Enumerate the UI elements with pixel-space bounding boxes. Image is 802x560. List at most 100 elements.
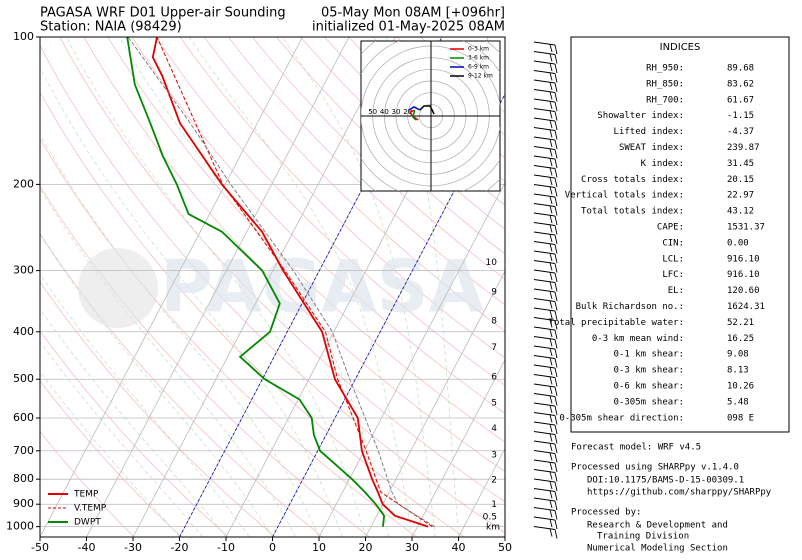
x-tick-label: -10 xyxy=(217,541,235,554)
hodo-legend-label: 3-6 km xyxy=(468,55,489,62)
barb-staff xyxy=(533,203,556,207)
profile-line xyxy=(151,37,429,528)
barb-staff xyxy=(533,260,556,264)
barb-flag xyxy=(549,433,553,442)
barb-staff xyxy=(533,402,556,407)
index-label: 0-305m shear direction: xyxy=(559,413,684,423)
barb-staff xyxy=(533,526,556,530)
index-value: 916.10 xyxy=(727,270,760,280)
legend-label: DWPT xyxy=(74,518,101,528)
barb-staff xyxy=(533,326,556,331)
barb-flag xyxy=(549,63,553,72)
moist-adiabat xyxy=(40,133,320,537)
index-value: 1624.31 xyxy=(727,302,765,312)
index-value: 9.08 xyxy=(727,350,749,360)
footer-line: DOI:10.1175/BAMS-D-15-00309.1 xyxy=(587,476,744,486)
barb-flag xyxy=(549,101,553,110)
dry-adiabat xyxy=(131,37,505,414)
height-label: 5 xyxy=(491,398,497,408)
hodo-ring-label: 40 xyxy=(380,108,389,116)
dry-adiabat xyxy=(155,37,505,386)
barb-flag xyxy=(554,92,558,102)
barb-flag xyxy=(554,54,558,64)
y-tick-label: 800 xyxy=(13,472,34,485)
barb-staff xyxy=(533,459,556,464)
barb-flag xyxy=(549,414,553,423)
index-value: -1.15 xyxy=(727,111,754,121)
barb-staff xyxy=(533,345,556,350)
height-label: 9 xyxy=(491,288,497,298)
footer-line: Training Division xyxy=(597,532,689,542)
barb-staff xyxy=(533,269,556,274)
barb-flag xyxy=(554,291,558,302)
barb-flag xyxy=(554,443,558,454)
barb-flag xyxy=(549,120,553,129)
barb-flag xyxy=(549,490,553,499)
moist-adiabat xyxy=(40,187,297,537)
barb-staff xyxy=(533,146,556,150)
index-value: 43.12 xyxy=(727,207,754,217)
barb-staff xyxy=(533,450,556,454)
barb-staff xyxy=(533,431,556,435)
profile-line xyxy=(156,37,433,528)
dry-adiabat xyxy=(40,281,276,537)
watermark-logo xyxy=(78,248,158,328)
barb-flag xyxy=(549,72,553,81)
index-label: Total totals index: xyxy=(581,207,684,217)
barb-flag xyxy=(554,234,558,245)
height-label: 3 xyxy=(491,450,497,460)
index-label: RH_700: xyxy=(646,95,684,105)
x-tick-label: 20 xyxy=(359,541,373,554)
barb-flag xyxy=(549,481,553,490)
index-label: Bulk Richardson no.: xyxy=(576,302,684,312)
y-tick-label: 300 xyxy=(13,264,34,277)
index-label: SWEAT index: xyxy=(619,143,684,153)
index-label: 0-3 km mean wind: xyxy=(592,334,684,344)
height-label: 7 xyxy=(491,343,497,353)
barb-staff xyxy=(533,497,556,502)
barb-staff xyxy=(533,355,556,359)
barb-flag xyxy=(549,82,553,91)
index-value: 83.62 xyxy=(727,79,754,89)
legend-label: V.TEMP xyxy=(74,504,107,514)
barb-flag xyxy=(549,462,553,471)
barb-staff xyxy=(533,136,556,141)
barb-flag xyxy=(549,386,553,395)
index-value: 8.13 xyxy=(727,366,749,376)
barb-flag xyxy=(549,129,553,138)
index-value: 31.45 xyxy=(727,159,754,169)
height-label: 0.5 xyxy=(483,512,497,522)
barb-flag xyxy=(549,281,553,290)
x-tick-label: 30 xyxy=(405,541,419,554)
index-label: 0-6 km shear: xyxy=(614,382,684,392)
barb-staff xyxy=(533,70,556,74)
index-value: 120.60 xyxy=(727,286,760,296)
barb-flag xyxy=(554,215,558,226)
barb-flag xyxy=(554,434,558,444)
valid-time: 05-May Mon 08AM [+096hr] xyxy=(321,6,505,21)
x-tick-label: -20 xyxy=(171,541,189,554)
barb-flag xyxy=(554,500,558,511)
barb-staff xyxy=(533,317,556,321)
barb-flag xyxy=(549,395,553,404)
moist-adiabat xyxy=(40,233,273,537)
barb-flag xyxy=(549,110,553,119)
y-tick-label: 400 xyxy=(13,325,34,338)
moist-adiabat xyxy=(40,341,204,537)
barb-flag xyxy=(554,519,558,530)
hodo-line xyxy=(419,105,435,115)
index-value: 098 E xyxy=(727,413,754,423)
barb-flag xyxy=(554,63,558,74)
barb-flag xyxy=(549,167,553,176)
barb-flag xyxy=(554,149,558,159)
y-tick-label: 1000 xyxy=(6,520,34,533)
index-label: RH_950: xyxy=(646,64,684,74)
index-label: Cross totals index: xyxy=(581,175,684,185)
barb-flag xyxy=(554,339,558,349)
barb-flag xyxy=(549,528,553,537)
barb-staff xyxy=(533,212,556,217)
moist-adiabat xyxy=(40,371,180,537)
index-value: 52.21 xyxy=(727,318,754,328)
